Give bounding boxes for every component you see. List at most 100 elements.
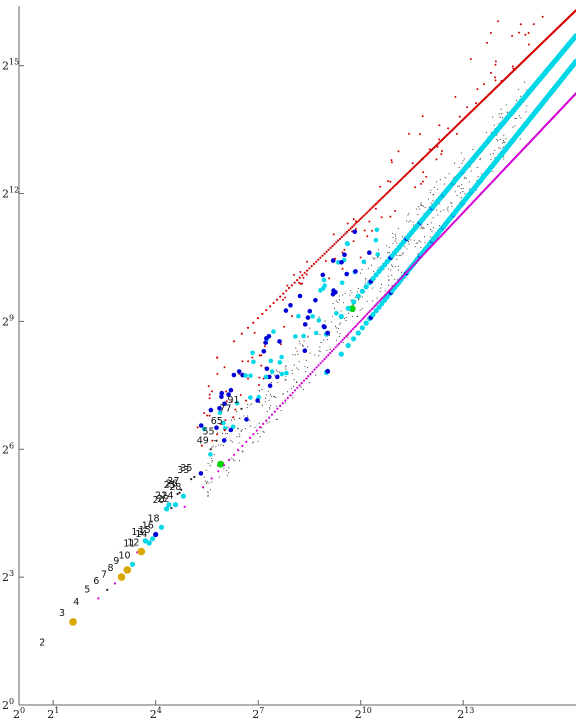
texture-dot: [514, 117, 516, 119]
texture-dot: [450, 202, 452, 204]
point-26: [178, 491, 181, 494]
texture-dot: [498, 147, 500, 149]
outlier-dot: [245, 399, 247, 402]
texture-dot: [253, 441, 255, 443]
texture-dot: [432, 200, 434, 202]
line-marker: [379, 298, 382, 301]
outlier-dot: [208, 414, 211, 417]
line-marker: [394, 183, 397, 186]
texture-dot: [239, 460, 241, 462]
cluster-marker: [301, 333, 306, 339]
texture-dot: [302, 345, 304, 347]
texture-dot: [242, 451, 244, 453]
cluster-marker: [231, 372, 237, 378]
point-49: [209, 448, 212, 451]
outlier-dot: [299, 271, 302, 273]
line-marker: [372, 306, 375, 309]
texture-dot: [275, 369, 277, 371]
texture-dot: [463, 158, 465, 160]
texture-dot: [299, 343, 301, 345]
line-marker: [355, 324, 358, 327]
line-marker: [348, 331, 351, 334]
texture-dot: [476, 167, 478, 169]
texture-dot: [346, 336, 348, 338]
texture-dot: [365, 279, 367, 281]
texture-dot: [519, 138, 521, 140]
texture-dot: [432, 217, 434, 219]
texture-dot: [223, 467, 225, 469]
texture-dot: [430, 202, 432, 204]
line-marker: [269, 305, 272, 308]
point-label-2: 2: [39, 638, 45, 649]
line-marker: [352, 224, 355, 227]
texture-dot: [211, 460, 213, 462]
y-tick-label: 215: [2, 58, 19, 73]
point-label-33: 33: [177, 465, 189, 476]
line-marker: [356, 220, 359, 224]
texture-dot: [408, 212, 410, 214]
point-12: [137, 547, 146, 556]
point-16: [153, 531, 159, 538]
line-marker-blue: [325, 368, 331, 374]
texture-dot: [432, 193, 435, 196]
texture-dot: [237, 428, 239, 430]
line-marker: [291, 391, 294, 394]
texture-dot: [209, 489, 212, 491]
outlier-dot: [284, 296, 287, 299]
line-marker: [270, 413, 274, 416]
line-marker: [340, 235, 343, 239]
point-label-18: 18: [148, 513, 160, 524]
texture-dot: [261, 389, 263, 391]
texture-dot: [494, 149, 496, 151]
texture-dot: [439, 203, 441, 205]
texture-dot: [481, 173, 483, 175]
texture-dot: [500, 108, 502, 110]
texture-dot: [470, 170, 472, 172]
cluster-marker: [266, 334, 272, 339]
texture-dot: [460, 152, 462, 154]
outlier-dot: [352, 218, 355, 221]
texture-dot: [276, 405, 278, 408]
point-label-5: 5: [84, 584, 90, 595]
texture-dot: [377, 267, 379, 269]
line-marker: [319, 256, 322, 259]
texture-dot: [342, 294, 344, 296]
texture-dot: [462, 187, 464, 189]
outlier-dot: [216, 433, 218, 436]
line-marker: [405, 270, 409, 273]
line-marker: [293, 281, 296, 284]
cluster-marker: [313, 330, 319, 336]
line-marker: [315, 260, 318, 263]
line-marker: [393, 283, 396, 286]
y-axis-ticks: 20 23 26 29 212 215: [2, 58, 24, 712]
texture-dot: [520, 117, 522, 119]
texture-dot: [391, 232, 393, 234]
texture-dot: [385, 245, 387, 247]
texture-dot: [444, 183, 446, 185]
point-label-11: 11: [123, 538, 135, 549]
x-tick-label: 21: [47, 706, 59, 720]
texture-dot: [292, 354, 294, 356]
texture-dot: [376, 257, 379, 259]
texture-dot: [300, 386, 302, 388]
cluster-marker: [271, 329, 276, 334]
texture-dot: [285, 379, 287, 381]
texture-dot: [429, 191, 431, 194]
outlier-dot: [305, 273, 308, 276]
line-marker: [327, 248, 330, 251]
line-marker: [371, 205, 374, 208]
cluster-marker: [217, 406, 222, 411]
texture-dot: [307, 336, 309, 338]
texture-dot: [303, 340, 305, 342]
point-label-16: 16: [142, 521, 154, 532]
outlier-dot: [519, 23, 522, 26]
texture-dot: [215, 446, 217, 448]
texture-dot: [241, 429, 243, 431]
line-marker: [298, 276, 301, 279]
line-marker: [289, 394, 292, 397]
texture-dot: [245, 427, 247, 429]
point-label-65: 65: [211, 416, 223, 427]
line-marker: [350, 329, 353, 332]
texture-dot: [394, 278, 396, 281]
outlier-dot: [469, 58, 472, 60]
